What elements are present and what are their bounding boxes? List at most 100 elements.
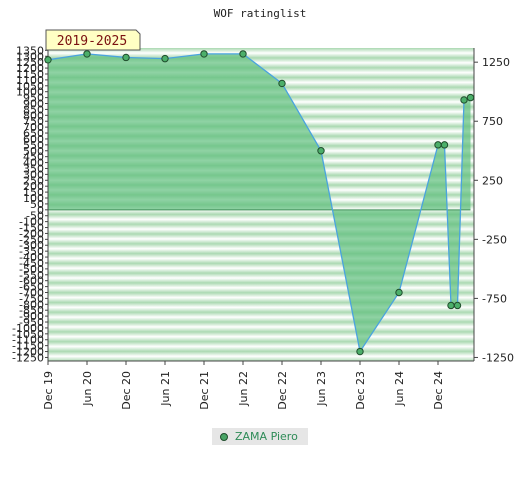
data-point (440, 141, 449, 149)
left-tick-label: -400 (19, 251, 44, 264)
background-band (48, 321, 474, 332)
data-point (356, 347, 364, 356)
legend: ZAMA Piero (212, 428, 308, 445)
left-tick-label: 650 (23, 127, 44, 140)
left-tick-label: -1250 (12, 351, 44, 364)
left-tick-label: -250 (19, 233, 44, 246)
left-tick-label: -50 (26, 210, 44, 223)
x-tick-label: Dec 23 (354, 371, 367, 410)
left-tick-label: 300 (23, 168, 44, 181)
left-tick-label: -500 (19, 263, 44, 276)
left-tick-label: 1200 (16, 62, 44, 75)
background-band (48, 233, 474, 244)
left-tick-label: 1350 (16, 44, 44, 57)
left-tick-label: -600 (19, 275, 44, 288)
background-band (48, 292, 474, 303)
data-point (317, 147, 325, 155)
left-tick-label: -900 (19, 310, 44, 323)
left-tick-label: 900 (23, 98, 44, 111)
right-tick-label: -1250 (482, 351, 514, 364)
data-point (278, 79, 286, 88)
left-tick-label: -650 (19, 281, 44, 294)
right-tick-label: 1250 (482, 56, 510, 69)
x-tick-label: Dec 21 (198, 371, 211, 410)
left-tick-label: -200 (19, 227, 44, 240)
background-band (48, 341, 474, 352)
period-badge: 2019-2025 (45, 29, 141, 51)
background-band (48, 331, 474, 342)
left-tick-label: 100 (23, 192, 44, 205)
data-point (122, 53, 130, 62)
right-tick-label: -250 (482, 233, 507, 246)
background-band (48, 243, 474, 254)
data-point (83, 50, 91, 58)
series-area-fill (48, 53, 471, 352)
x-tick-label: Jun 22 (237, 371, 250, 407)
background-band (48, 351, 474, 362)
x-axis-ticks: Dec 19 Jun 20 Dec 20 Jun 21 Dec 21 Jun 22 Dec … (42, 361, 445, 410)
right-axis-ticks: 1250 750 250 -250 -750 -1250 (474, 56, 514, 364)
background-band (48, 302, 474, 313)
data-point (453, 301, 462, 310)
x-tick-label: Dec 19 (42, 371, 55, 410)
left-tick-label: -350 (19, 245, 44, 258)
left-tick-label: 400 (23, 157, 44, 170)
series-points (44, 50, 475, 356)
right-tick-label: -750 (482, 292, 507, 305)
left-tick-label: 500 (23, 145, 44, 158)
left-tick-label: -150 (19, 222, 44, 235)
period-badge-text: 2019-2025 (57, 34, 127, 49)
background-band (48, 57, 474, 68)
left-tick-label: 50 (30, 198, 44, 211)
left-tick-label: -700 (19, 286, 44, 299)
background-band (48, 48, 474, 59)
data-point (239, 50, 247, 58)
left-tick-label: 250 (23, 174, 44, 187)
background-band (48, 263, 474, 274)
left-tick-label: -450 (19, 257, 44, 270)
left-tick-label: 750 (23, 115, 44, 128)
background-band (48, 282, 474, 293)
background-band (48, 253, 474, 264)
left-tick-label: 1250 (16, 56, 44, 69)
x-tick-label: Dec 20 (120, 371, 133, 410)
left-tick-label: 850 (23, 103, 44, 116)
left-tick-label: -1200 (12, 346, 44, 359)
background-band (48, 312, 474, 323)
x-tick-label: Jun 21 (159, 371, 172, 407)
left-tick-label: 1150 (16, 68, 44, 81)
data-point (161, 54, 169, 63)
left-tick-label: -1100 (12, 334, 44, 347)
right-tick-label: 250 (482, 174, 503, 187)
right-tick-label: 750 (482, 115, 503, 128)
axes (47, 48, 475, 362)
left-tick-label: 600 (23, 133, 44, 146)
left-tick-label: 350 (23, 162, 44, 175)
left-tick-label: -850 (19, 304, 44, 317)
legend-marker-icon (220, 432, 228, 441)
left-tick-label: -550 (19, 269, 44, 282)
left-tick-label: -800 (19, 298, 44, 311)
left-tick-label: 450 (23, 151, 44, 164)
left-tick-label: -300 (19, 239, 44, 252)
background-band (48, 272, 474, 284)
left-tick-label: 1050 (16, 80, 44, 93)
left-tick-label: -1000 (12, 322, 44, 335)
left-tick-label: 550 (23, 139, 44, 152)
data-point (466, 93, 475, 102)
left-tick-label: 0 (37, 204, 44, 217)
data-point (395, 288, 403, 297)
left-tick-label: -950 (19, 316, 44, 329)
x-tick-label: Jun 23 (315, 371, 328, 407)
left-tick-label: 1000 (16, 86, 44, 99)
left-tick-label: -1150 (12, 340, 44, 353)
left-tick-label: -750 (19, 292, 44, 305)
data-point (447, 301, 455, 310)
data-point (44, 56, 52, 64)
chart-title: WOF ratinglist (214, 7, 307, 20)
background-band (48, 214, 474, 225)
left-tick-label: 950 (23, 92, 44, 105)
x-tick-label: Jun 20 (81, 371, 94, 407)
left-tick-label: 700 (23, 121, 44, 134)
